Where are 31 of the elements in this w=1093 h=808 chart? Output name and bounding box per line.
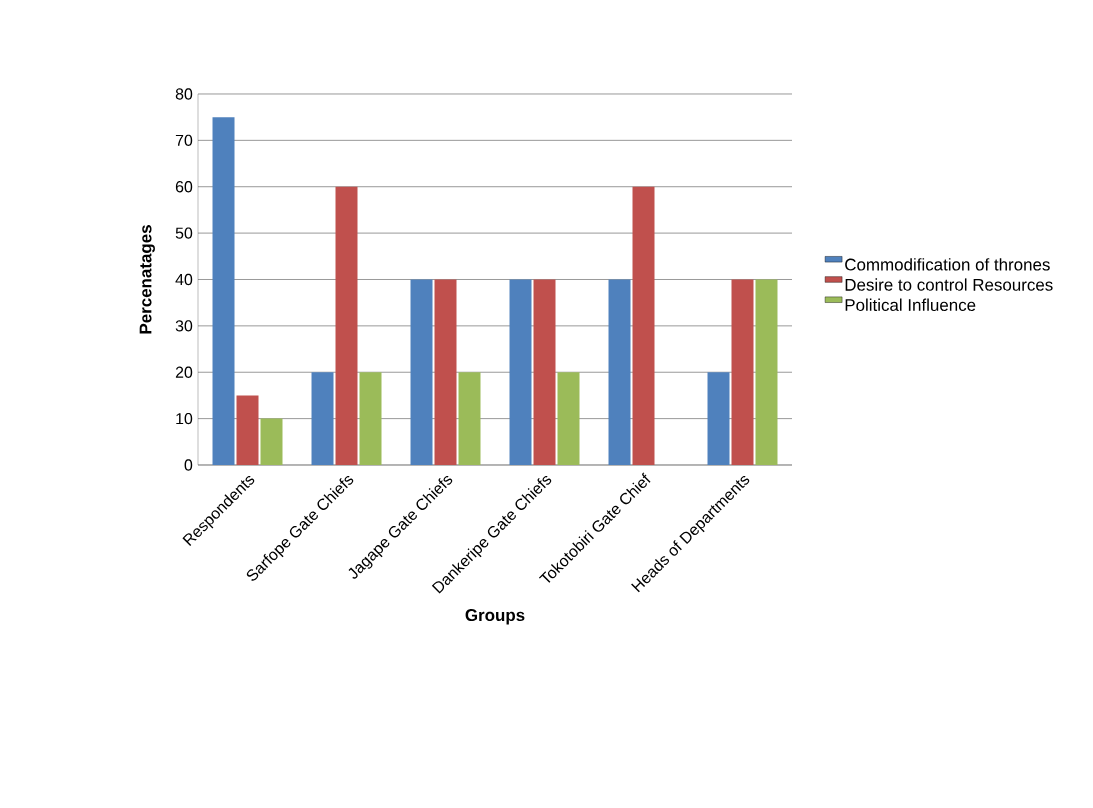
bar [509,279,532,465]
legend-label: Political Influence [845,298,976,312]
bar [608,279,631,465]
bar [557,372,580,465]
bar [260,418,283,465]
bar [236,395,259,465]
y-tick-label: 70 [175,134,193,146]
bar [359,372,382,465]
y-tick-label: 30 [175,320,193,332]
bar [458,372,481,465]
y-tick-label: 10 [176,412,193,425]
legend-label: Desire to control Resources [845,278,1053,291]
bar [434,279,457,465]
y-tick-label: 50 [175,227,193,239]
bar [212,117,235,465]
y-tick-label: 20 [175,366,193,378]
y-axis-title: Percenatages [139,225,155,334]
bar [707,372,730,465]
y-tick-label: 60 [175,181,193,193]
bar [335,186,358,465]
bar [410,279,433,465]
x-axis-title: Groups [465,609,525,625]
bar [755,279,778,465]
y-tick-label: 0 [184,459,193,471]
legend-label: Commodification of thrones [845,258,1050,271]
y-tick-label: 40 [175,273,193,286]
bar [731,279,754,465]
bar [632,186,655,465]
bar [311,372,334,465]
y-tick-label: 80 [175,88,193,100]
bar [533,279,556,465]
